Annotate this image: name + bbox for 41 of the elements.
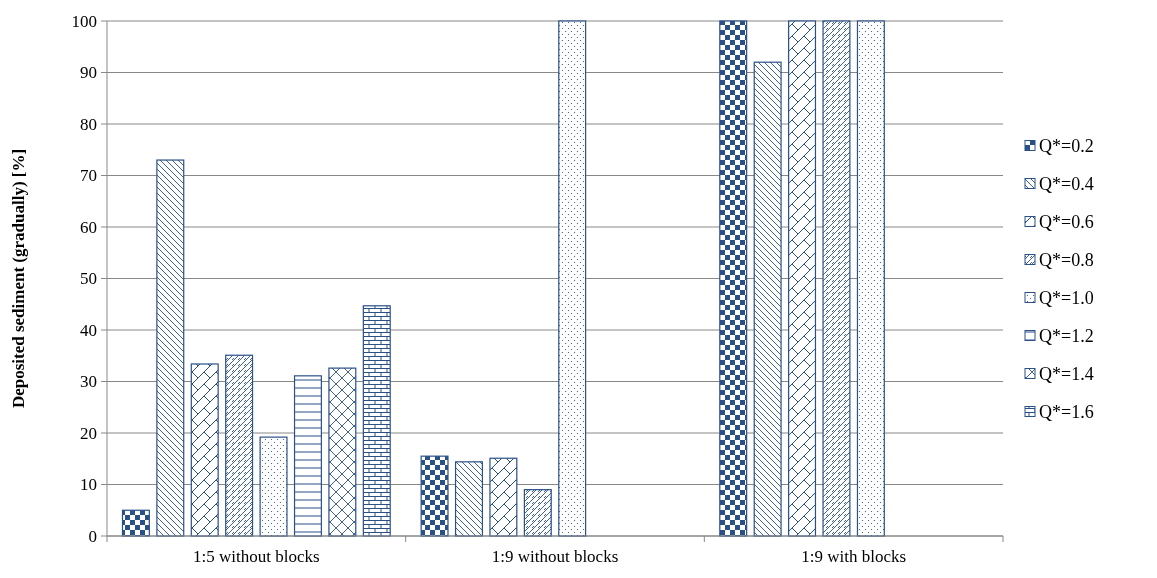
y-tick-label: 40 [80, 320, 97, 340]
bar [121, 509, 150, 537]
bar [259, 436, 288, 537]
y-tick-label: 0 [88, 526, 97, 546]
x-tick-label: 1:9 with blocks [801, 547, 907, 566]
legend-label: Q*=0.8 [1039, 249, 1094, 270]
bar [558, 20, 587, 537]
bar [454, 461, 483, 537]
x-tick-label: 1:5 without blocks [193, 547, 320, 566]
y-tick-label: 10 [80, 475, 97, 495]
bar [362, 305, 391, 537]
legend-label: Q*=0.2 [1039, 135, 1094, 156]
y-tick-label: 100 [71, 11, 97, 31]
x-tick-label: 1:9 without blocks [491, 547, 619, 566]
bar [719, 20, 748, 537]
y-tick-label: 70 [80, 166, 97, 186]
y-tick-label: 60 [80, 217, 97, 237]
y-axis-title: Deposited sediment (gradually) [%] [9, 148, 28, 409]
legend-label: Q*=0.6 [1039, 211, 1094, 232]
y-tick-label: 30 [80, 372, 97, 392]
legend-label: Q*=1.2 [1039, 325, 1094, 346]
bar [328, 367, 357, 537]
bar [293, 375, 322, 537]
legend-label: Q*=1.4 [1039, 363, 1094, 384]
bar [856, 20, 885, 537]
y-tick-label: 20 [80, 423, 97, 443]
bar [788, 20, 817, 537]
bar [420, 455, 449, 537]
y-tick-label: 90 [80, 63, 97, 83]
legend-label: Q*=1.6 [1039, 401, 1094, 422]
y-tick-label: 50 [80, 269, 97, 289]
bar [225, 354, 254, 537]
bar [489, 457, 518, 537]
bar [753, 61, 782, 537]
bar [822, 20, 851, 537]
legend-label: Q*=1.0 [1039, 287, 1094, 308]
bar [190, 363, 219, 537]
legend-label: Q*=0.4 [1039, 173, 1094, 194]
bar [523, 489, 552, 537]
y-tick-label: 80 [80, 114, 97, 134]
bar [156, 159, 185, 537]
